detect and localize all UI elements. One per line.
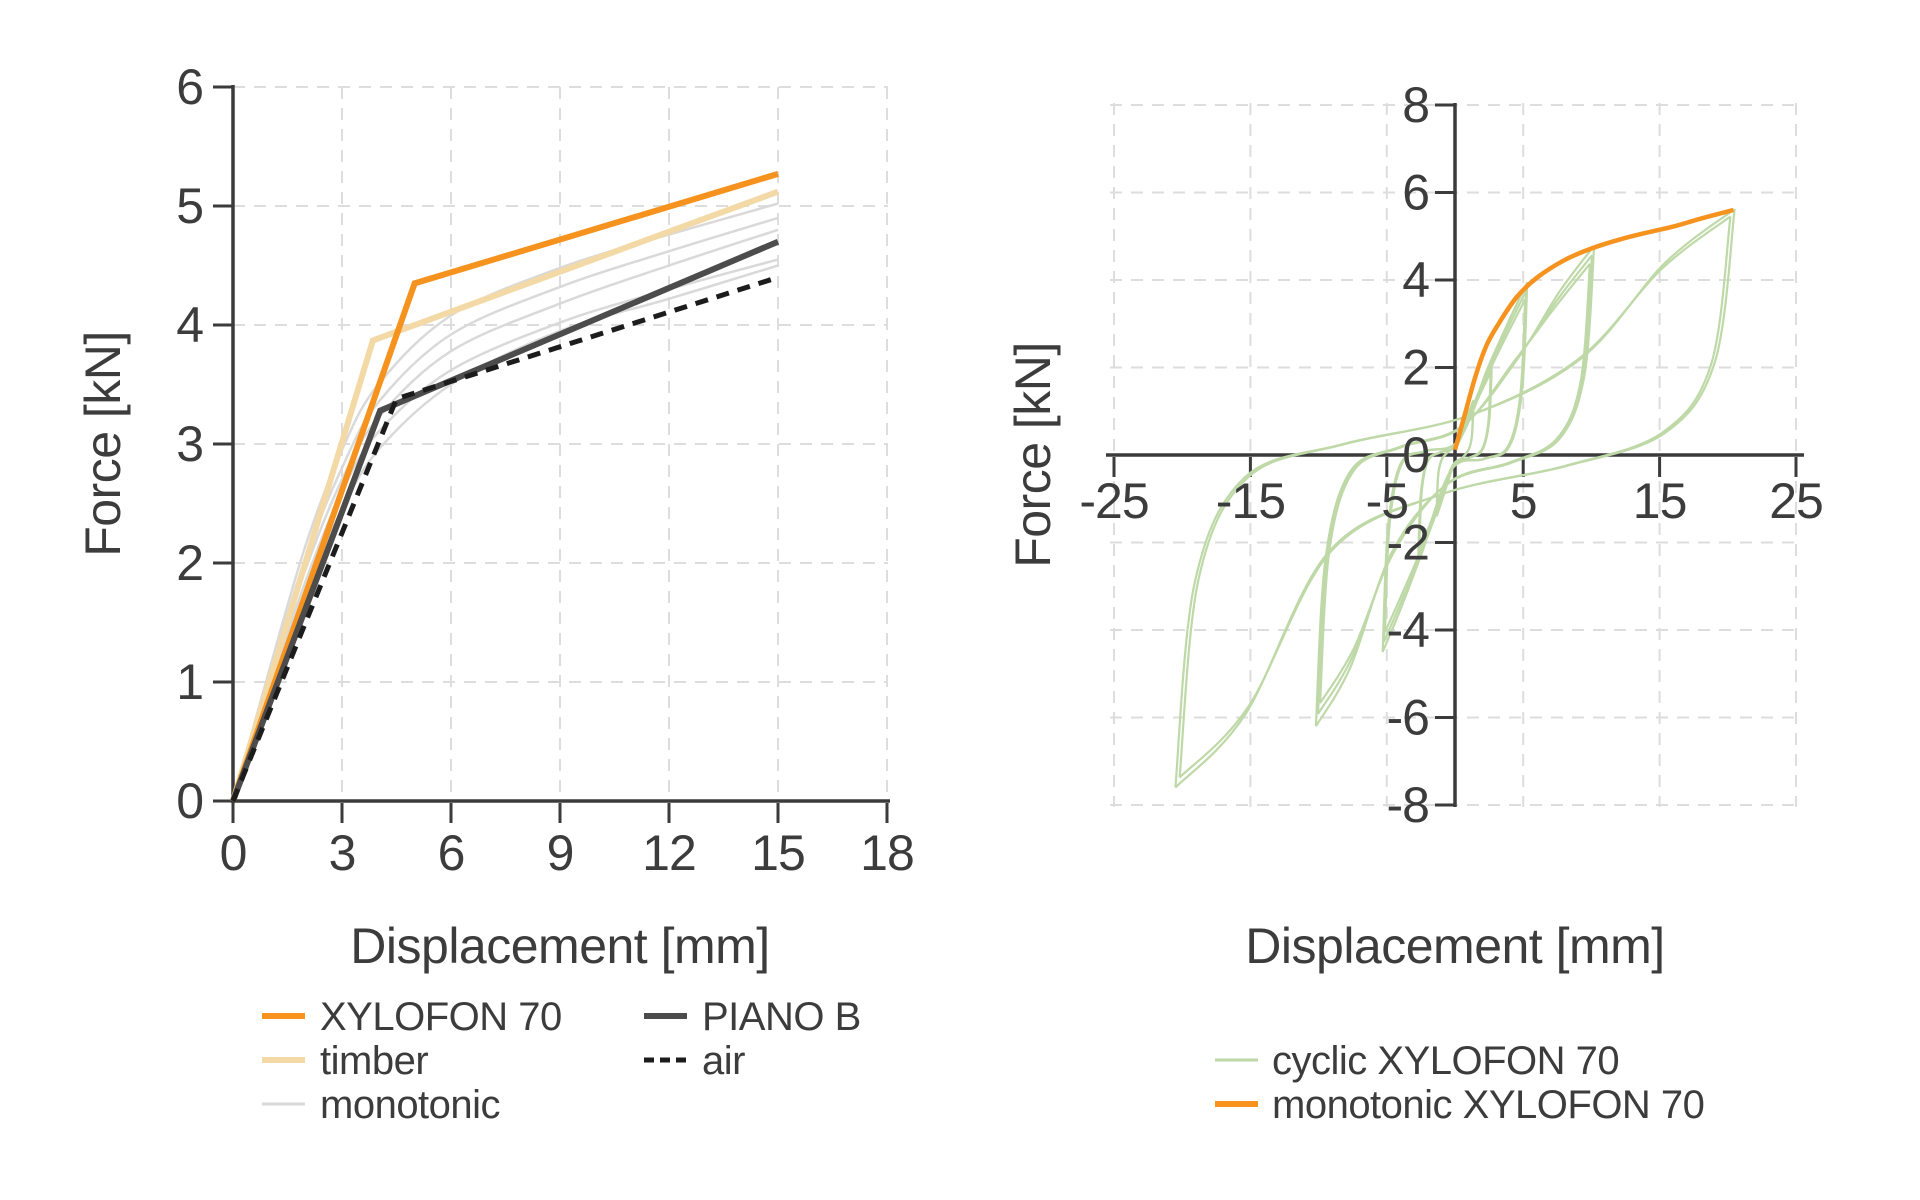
x-tick-label: -5 [1366,473,1408,529]
y-tick-label: 2 [1402,340,1429,396]
y-tick-label: 0 [176,773,203,829]
x-tick-label: 9 [547,825,574,881]
y-tick-label: 1 [176,654,203,710]
series-xylofon-70-line [230,170,779,802]
series-cyclic-xylofon-70-line [1178,216,1732,779]
y-tick-label: 6 [176,59,203,115]
right-chart: 8 6 4 2 0 -2 -4 -6 -8 -25 -15 -5 5 15 25 Displacement … [1005,77,1824,1127]
legend-item: cyclic XYLOFON 70 [1215,1039,1620,1083]
x-tick-label: 5 [1510,473,1537,529]
legend-label: monotonic XYLOFON 70 [1272,1083,1704,1127]
legend-item: air [644,1039,746,1083]
x-tick-label: 15 [751,825,805,881]
legend-label: PIANO B [702,995,861,1039]
x-tick-label: -25 [1079,473,1148,529]
y-tick-label: -8 [1387,777,1429,833]
legend-label: monotonic [320,1083,500,1127]
x-tick-label: 0 [220,825,247,881]
y-tick-label: -6 [1387,690,1429,746]
legend-item: timber [262,1039,429,1083]
series-cyclic-xylofon-70-line [1383,299,1527,633]
legend-item: monotonic [262,1083,501,1127]
right-yaxis-label: Force [kN] [1005,342,1061,568]
legend-label: air [702,1039,745,1083]
legend-item: XYLOFON 70 [262,995,562,1039]
legend-item: PIANO B [644,995,861,1039]
y-tick-label: 3 [176,416,203,472]
x-tick-label: 15 [1633,473,1687,529]
series-air-line [230,275,779,802]
legend-item: monotonic XYLOFON 70 [1215,1083,1705,1127]
series-cyclic-xylofon-70-line [1319,263,1592,704]
x-tick-label: 12 [642,825,696,881]
right-series [1174,207,1736,789]
x-tick-label: 25 [1769,473,1823,529]
y-tick-label: -2 [1387,515,1429,571]
legend-label: timber [320,1039,428,1083]
y-tick-label: -4 [1387,602,1430,658]
legend-label: cyclic XYLOFON 70 [1272,1039,1619,1083]
left-series [230,170,780,803]
y-tick-label: 8 [1402,77,1429,133]
left-grid [233,86,888,801]
y-tick-label: 4 [176,297,203,353]
y-tick-label: 5 [176,178,203,234]
y-tick-label: 0 [1402,427,1429,483]
left-yaxis-label: Force [kN] [75,331,131,557]
right-tick-labels: 8 6 4 2 0 -2 -4 -6 -8 -25 -15 -5 5 15 25 [1079,77,1823,833]
y-tick-label: 2 [176,535,203,591]
left-axes [213,85,890,823]
series-monotonic-xylofon-70-line [1452,207,1734,451]
x-tick-label: -15 [1216,473,1285,529]
y-tick-label: 6 [1402,165,1429,221]
x-tick-label: 3 [329,825,356,881]
right-axes [1106,103,1804,807]
left-xaxis-label: Displacement [mm] [350,918,769,974]
y-tick-label: 4 [1402,252,1429,308]
right-xaxis-label: Displacement [mm] [1245,918,1664,974]
series-timber-line [230,188,780,802]
series-piano-b-line [230,238,780,803]
x-tick-label: 18 [860,825,914,881]
legend-label: XYLOFON 70 [320,995,562,1039]
series-cyclic-xylofon-70-line [1178,215,1732,778]
x-tick-label: 6 [438,825,465,881]
